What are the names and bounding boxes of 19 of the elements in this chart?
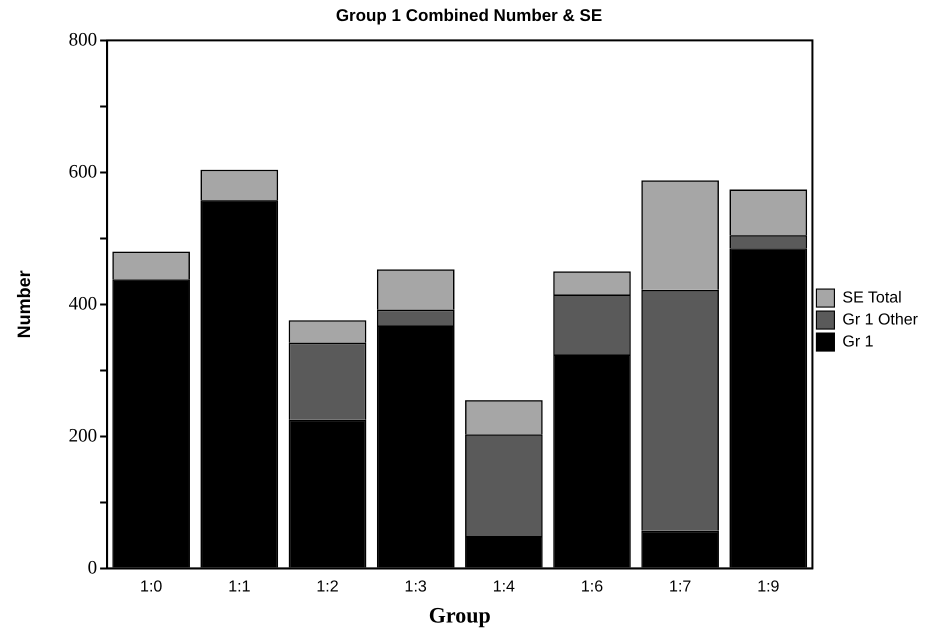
x-tick-label: 1:2 <box>316 578 339 596</box>
y-tick-label: 600 <box>68 161 98 182</box>
x-tick-label: 1:9 <box>757 578 780 596</box>
x-tick-label: 1:6 <box>580 578 604 596</box>
x-tick-label: 1:0 <box>140 578 162 596</box>
x-tick-label: 1:7 <box>669 578 692 596</box>
y-axis-title: Number <box>14 270 34 338</box>
x-axis-title: Group <box>428 602 491 628</box>
y-tick-label: 800 <box>68 29 98 50</box>
x-tick-label: 1:3 <box>404 578 427 596</box>
chart-title: Group 1 Combined Number & SE <box>336 6 602 25</box>
x-tick-label: 1:1 <box>228 578 251 596</box>
y-tick-label: 0 <box>88 557 98 578</box>
legend-label: SE Total <box>842 289 902 306</box>
legend-label: Gr 1 Other <box>842 311 919 328</box>
y-tick-label: 200 <box>68 425 98 446</box>
x-tick-label: 1:4 <box>492 578 516 596</box>
legend-label: Gr 1 <box>842 333 874 350</box>
y-tick-label: 400 <box>68 293 98 314</box>
